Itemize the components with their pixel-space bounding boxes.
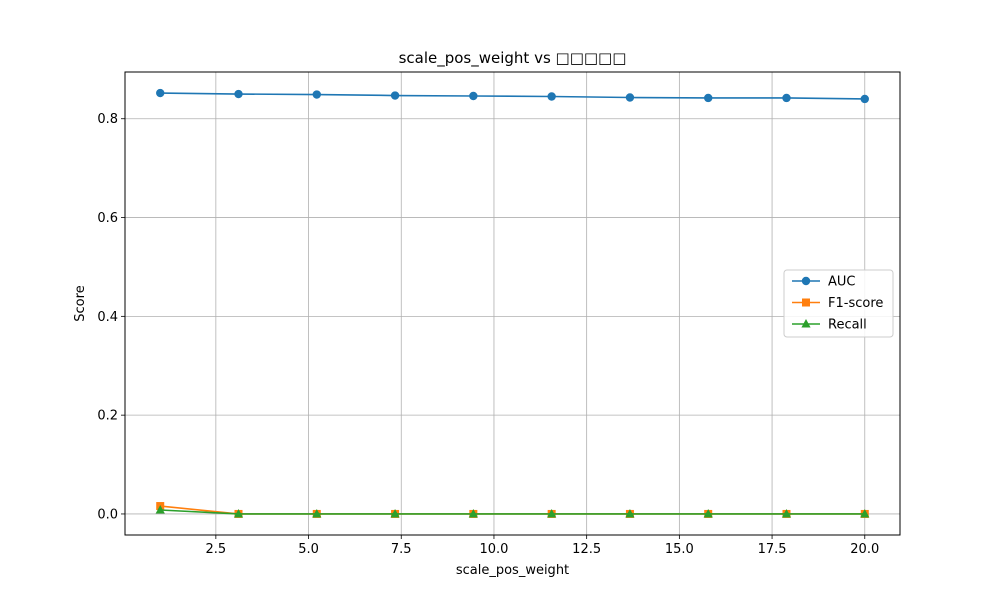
series-recall <box>155 505 870 518</box>
y-tick-label: 0.0 <box>97 507 118 522</box>
x-tick-label: 10.0 <box>479 542 508 557</box>
series-line-recall <box>160 509 865 515</box>
data-point-auc <box>782 93 791 103</box>
legend-marker-recall <box>801 319 811 328</box>
data-point-auc <box>860 94 869 104</box>
data-point-recall <box>547 508 557 518</box>
legend-box <box>783 269 894 338</box>
data-point-recall <box>390 508 400 518</box>
data-point-recall <box>781 508 792 518</box>
x-tick-label: 7.5 <box>391 542 412 557</box>
legend-label-recall: Recall <box>828 318 867 333</box>
y-tick-label: 0.2 <box>97 409 118 424</box>
data-point-recall <box>155 505 165 514</box>
x-tick-label: 20.0 <box>850 542 879 557</box>
data-point-auc <box>704 93 713 103</box>
y-tick-label: 0.6 <box>97 211 118 226</box>
x-tick-label: 2.5 <box>206 542 227 557</box>
data-point-auc <box>312 90 321 99</box>
y-tick-label: 0.4 <box>97 310 118 325</box>
axis-ticks: 2.5 5.0 7.5 10.0 12.5 15.0 17.5 20.0 0.0 0.2 0.4 0.… <box>97 112 879 557</box>
data-point-recall <box>468 508 478 518</box>
x-tick-label: 15.0 <box>665 542 694 557</box>
x-axis-label: scale_pos_weight <box>456 563 569 578</box>
legend-marker-auc <box>801 276 811 286</box>
y-axis-label: Score <box>73 285 88 321</box>
x-tick-label: 12.5 <box>572 542 601 557</box>
data-point-recall <box>703 508 713 518</box>
data-point-recall <box>233 508 244 518</box>
data-point-auc <box>390 91 400 100</box>
data-point-auc <box>234 89 243 99</box>
data-point-auc <box>625 93 635 102</box>
plot-frame <box>124 71 901 536</box>
data-point-auc <box>469 91 478 101</box>
series-auc <box>156 88 869 104</box>
x-tick-label: 17.5 <box>758 542 787 557</box>
data-point-auc <box>156 88 165 98</box>
data-point-recall <box>625 508 635 518</box>
legend: AUC F1-score Recall <box>783 269 894 338</box>
data-point-auc <box>547 92 556 101</box>
legend-label-auc: AUC <box>828 275 856 290</box>
series-line-auc <box>160 92 865 100</box>
legend-marker-f1-score <box>802 298 810 307</box>
data-point-recall <box>860 508 870 518</box>
legend-label-f1-score: F1-score <box>828 296 883 311</box>
chart-title: scale_pos_weight vs □□□□□ <box>399 49 627 68</box>
x-tick-label: 5.0 <box>298 542 319 557</box>
plot-series <box>155 88 870 518</box>
y-tick-label: 0.8 <box>97 112 118 127</box>
data-point-recall <box>312 508 322 518</box>
